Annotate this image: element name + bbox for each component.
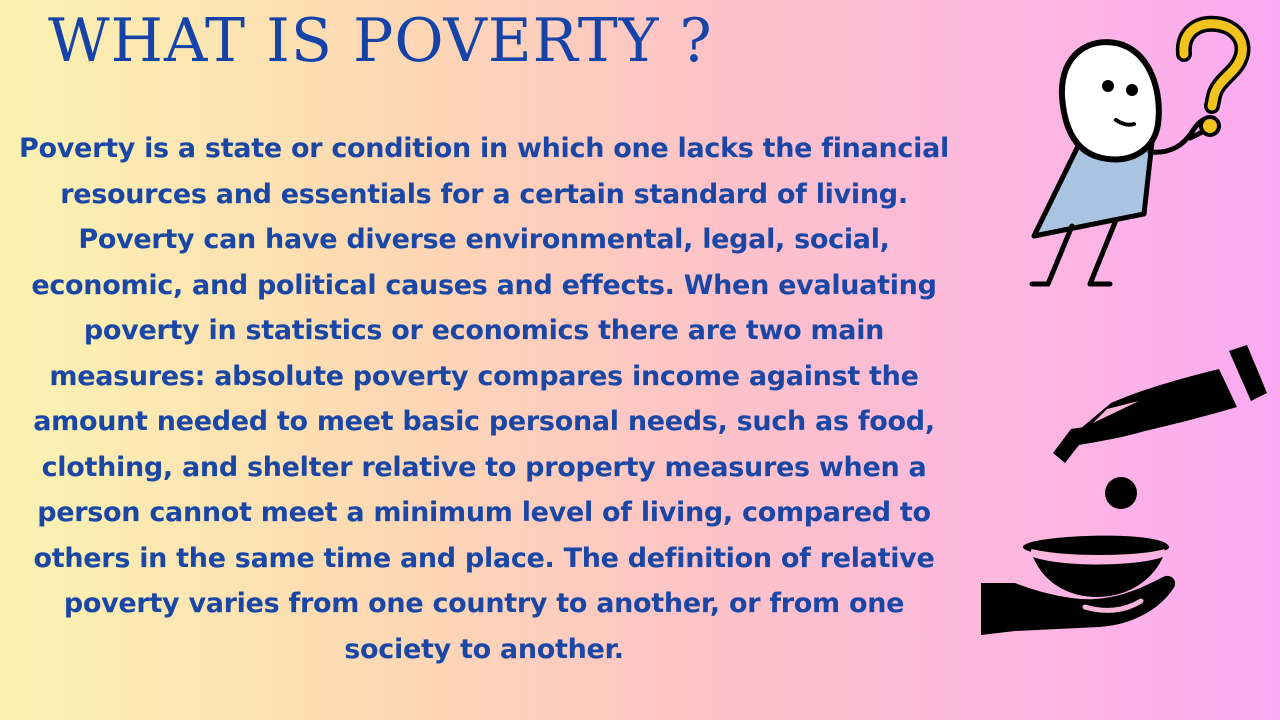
question-mark-icon <box>1175 15 1251 137</box>
confused-stick-figure-icon <box>1029 15 1251 287</box>
coin-icon <box>1105 477 1137 509</box>
giving-hand-icon <box>981 345 1267 635</box>
poverty-definition-text: Poverty is a state or condition in which… <box>19 133 949 665</box>
begging-bowl-icon <box>1023 535 1170 597</box>
page-title: WHAT IS POVERTY ? <box>48 6 713 76</box>
